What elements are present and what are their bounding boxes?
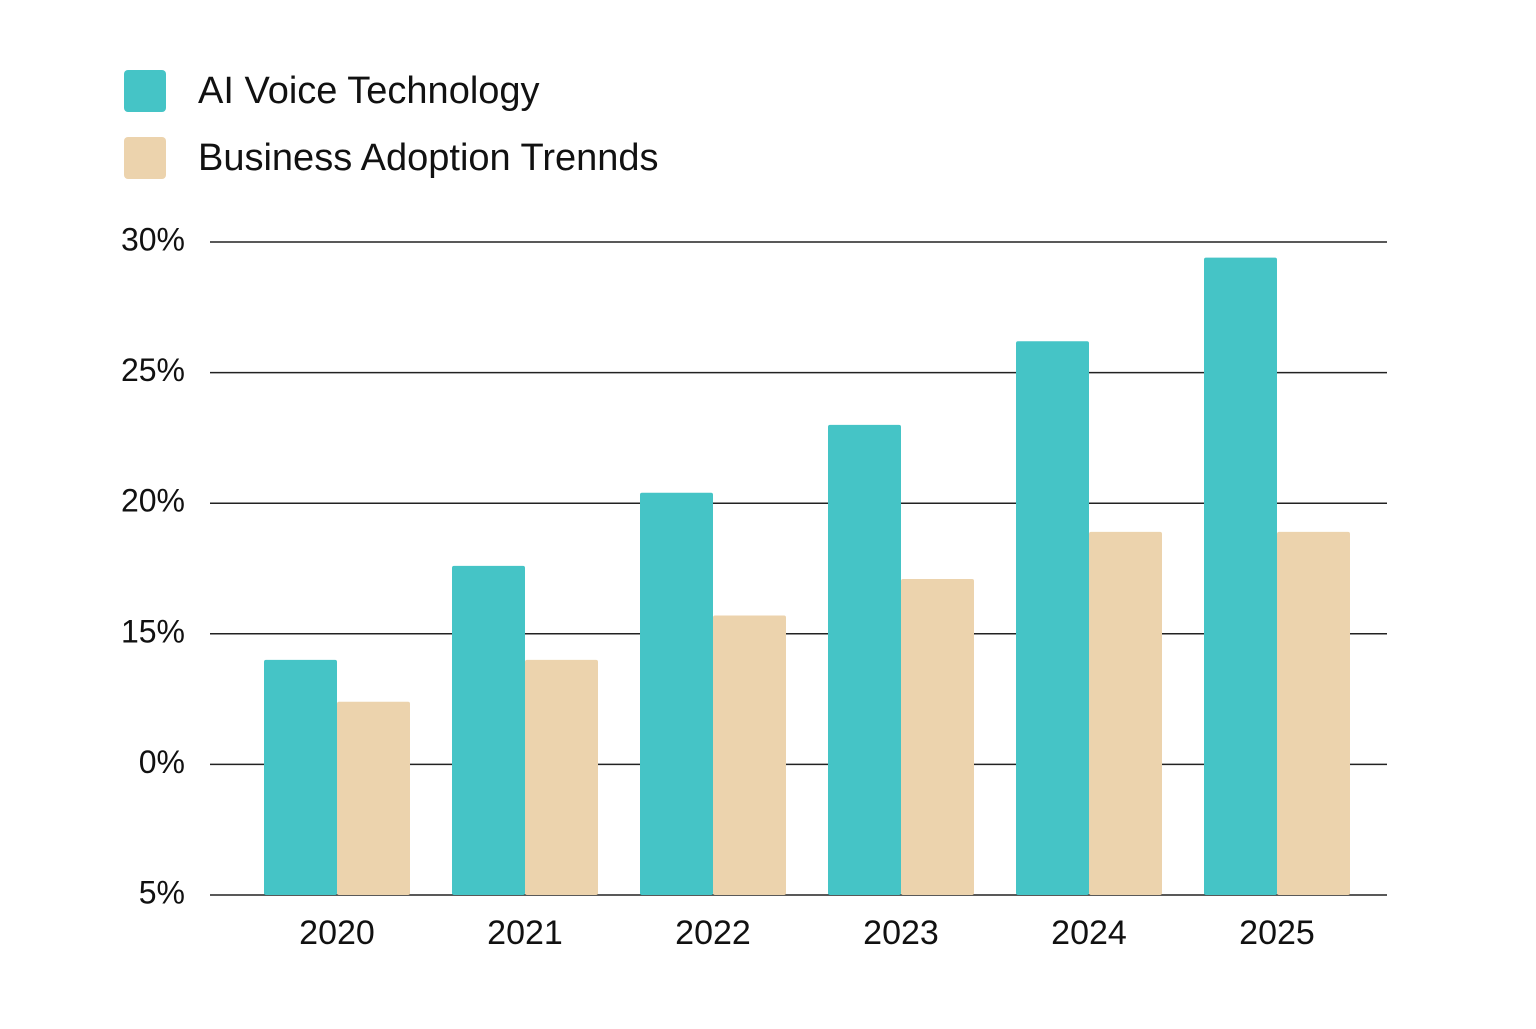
y-tick-label: 30% [121, 221, 185, 257]
bar [525, 659, 598, 895]
legend-label: AI Voice Technology [198, 70, 540, 112]
bar [1016, 341, 1089, 896]
bar [1089, 531, 1162, 895]
bar [452, 565, 525, 895]
x-tick-label: 2020 [299, 914, 375, 952]
y-tick-label: 5% [139, 874, 185, 910]
y-tick-label: 15% [121, 613, 185, 649]
bar [713, 615, 786, 895]
x-tick-label: 2023 [863, 914, 939, 952]
bar [1277, 531, 1350, 895]
y-tick-label: 0% [139, 744, 185, 780]
legend-swatch [124, 137, 166, 179]
legend-label: Business Adoption Trennds [198, 137, 659, 179]
legend-swatch [124, 70, 166, 112]
x-tick-label: 2025 [1239, 914, 1315, 952]
x-tick-label: 2022 [675, 914, 751, 952]
x-tick-label: 2024 [1051, 914, 1127, 952]
y-tick-label: 20% [121, 483, 185, 519]
bar [828, 424, 901, 895]
bar [264, 659, 337, 895]
bar [1204, 257, 1277, 895]
x-tick-label: 2021 [487, 914, 563, 952]
y-tick-label: 25% [121, 352, 185, 388]
bar [337, 701, 410, 895]
bar [901, 578, 974, 895]
bar [640, 492, 713, 895]
